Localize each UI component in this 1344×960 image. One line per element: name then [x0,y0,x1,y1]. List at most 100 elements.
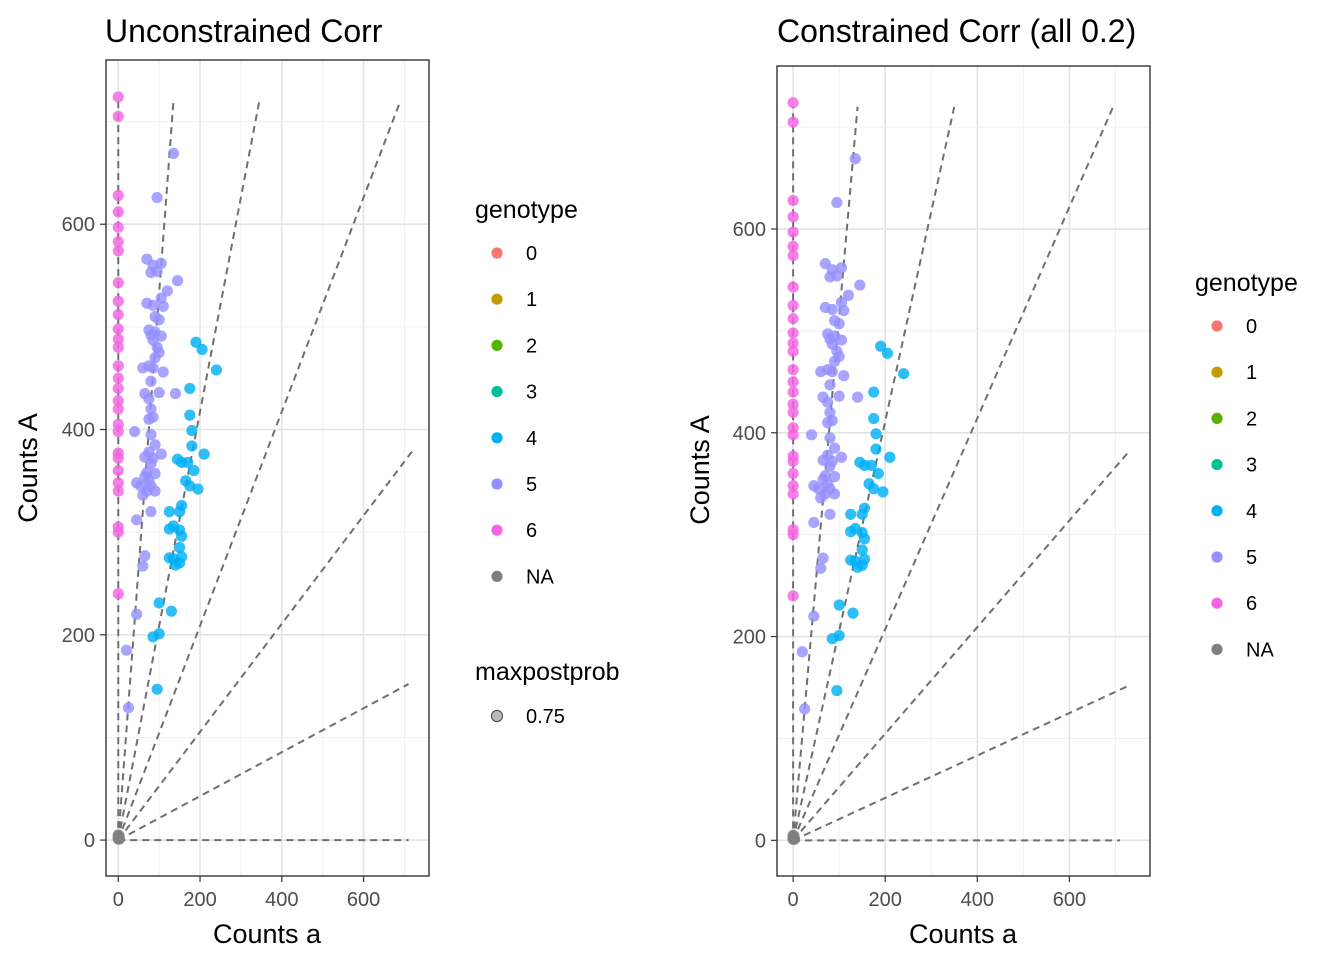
data-point [149,485,161,497]
data-point [787,455,799,467]
data-point [826,366,838,378]
data-point [112,464,124,477]
data-point [824,508,836,520]
x-tick-label: 0 [113,889,124,911]
data-point [153,386,165,399]
legend-item: 6 [1211,593,1257,615]
series-5 [120,147,184,714]
data-point [815,366,827,378]
data-point [868,483,880,495]
y-tick-label: 0 [84,830,95,852]
data-point [817,552,829,564]
x-tick-label: 400 [265,889,298,911]
data-point [787,529,799,541]
legend-item: 3 [1211,455,1257,477]
data-point [849,153,861,165]
data-point [870,428,882,440]
data-point [787,194,799,207]
data-point [835,451,848,463]
data-point [145,457,157,469]
reference-line [792,106,1115,841]
data-point [143,413,155,425]
data-point [113,833,126,845]
data-point [787,398,799,410]
data-point [151,191,163,204]
data-point [112,277,124,289]
legend-key [1211,320,1223,332]
data-point [184,409,196,421]
data-point [831,196,843,209]
y-tick-label: 400 [733,423,766,445]
series-5 [796,153,866,715]
data-point [851,391,864,403]
data-point [828,471,841,483]
data-point [129,425,141,438]
data-point [884,451,896,463]
x-axis-ticks: 0 200 400 600 [788,876,1086,911]
data-point [868,412,880,425]
data-point [112,526,124,538]
data-point [796,646,808,658]
data-point [799,703,811,715]
y-axis-ticks: 0 200 400 600 [62,214,106,852]
data-point [898,368,910,380]
data-point [787,386,799,398]
data-point [865,459,878,471]
data-point [153,628,165,640]
x-tick-label: 400 [961,889,994,911]
data-point [838,304,850,317]
series-4 [147,336,222,695]
data-point [787,376,799,388]
legend-label: 5 [526,474,537,496]
data-point [198,448,210,460]
data-point [787,364,799,376]
data-point [824,460,836,473]
data-point [112,477,124,489]
legend-label: 6 [526,520,537,542]
legend-item: 5 [491,474,537,496]
data-point [787,590,799,602]
data-point [173,541,186,554]
legend-item: 0.75 [490,706,565,728]
x-axis-title: Counts a [213,919,322,949]
data-point [120,644,133,656]
data-point [192,483,204,495]
legend-label: 5 [1246,547,1257,569]
legend: genotype 0 1 2 3 4 5 6 NA [1195,269,1298,661]
data-point [808,516,820,529]
data-point [176,530,188,542]
data-point [145,506,157,518]
chart-title: Unconstrained Corr [105,13,383,49]
data-point [787,211,799,223]
data-point [137,362,149,374]
data-point [824,271,836,283]
data-point [826,303,838,316]
data-point [787,488,799,500]
data-point [835,334,848,346]
data-point [167,147,180,160]
data-point [787,406,799,419]
legend-title: maxpostprob [475,658,620,686]
legend-item: 1 [491,289,537,311]
reference-line [792,106,859,841]
legend-label: 1 [1246,362,1257,384]
legend-item: 4 [491,428,537,450]
legend-item: 0 [1211,316,1257,338]
legend-label: 0 [1246,316,1257,338]
data-point [831,684,843,697]
y-tick-label: 600 [62,214,95,236]
data-point [787,327,799,339]
data-point [147,362,159,374]
data-point [112,206,124,218]
data-point [787,249,799,262]
data-point [184,382,196,395]
legend-label: NA [1246,639,1274,661]
data-point [822,417,834,429]
data-point [153,597,165,609]
legend-label: 3 [1246,455,1257,477]
panel-constrained: Constrained Corr (all 0.2) 0 200 400 600 0 2… [685,13,1298,949]
data-point [112,360,124,372]
data-point [835,262,848,274]
data-point [787,429,799,441]
